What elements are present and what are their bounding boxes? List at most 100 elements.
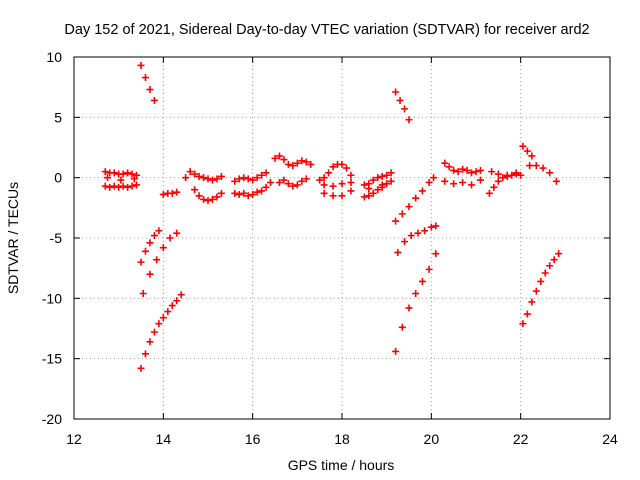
data-point	[119, 182, 127, 190]
data-point	[262, 183, 270, 191]
data-point	[195, 172, 203, 180]
data-point	[110, 169, 118, 177]
x-tick-label: 12	[66, 431, 82, 447]
data-point	[159, 191, 167, 199]
data-point	[418, 277, 426, 285]
data-point	[468, 169, 476, 177]
data-point	[369, 176, 377, 184]
data-point	[166, 234, 174, 242]
data-point	[488, 168, 496, 176]
data-point	[494, 170, 502, 178]
x-tick-label: 24	[602, 431, 618, 447]
data-point	[204, 175, 212, 183]
series-arc-12	[392, 88, 413, 124]
data-point	[320, 181, 328, 189]
data-point	[173, 229, 181, 237]
data-point	[213, 193, 221, 201]
data-point	[262, 169, 270, 177]
data-point	[240, 189, 248, 197]
data-point	[405, 203, 413, 211]
data-point	[374, 186, 382, 194]
data-point	[133, 181, 141, 189]
data-point	[476, 166, 484, 174]
data-point	[137, 258, 145, 266]
data-point	[338, 160, 346, 168]
data-point	[146, 338, 154, 346]
data-point	[258, 171, 266, 179]
data-point	[289, 162, 297, 170]
data-point	[298, 177, 306, 185]
data-point	[164, 308, 172, 316]
data-point	[347, 178, 355, 186]
series-arc-13	[392, 174, 438, 225]
data-point	[537, 277, 545, 285]
y-tick-label: -20	[42, 411, 62, 427]
data-point	[200, 174, 208, 182]
data-point	[200, 195, 208, 203]
data-point	[280, 176, 288, 184]
data-point	[271, 154, 279, 162]
data-point	[546, 262, 554, 270]
data-point	[186, 168, 194, 176]
data-point	[347, 171, 355, 179]
data-point	[398, 323, 406, 331]
data-point	[101, 182, 109, 190]
data-point	[418, 187, 426, 195]
data-point	[284, 180, 292, 188]
data-point	[342, 164, 350, 172]
data-point	[141, 350, 149, 358]
data-point	[146, 270, 154, 278]
data-point	[146, 239, 154, 247]
x-axis-label: GPS time / hours	[288, 457, 395, 473]
data-point	[347, 187, 355, 195]
data-point	[115, 183, 123, 191]
data-point	[302, 158, 310, 166]
data-point	[407, 232, 415, 240]
data-point	[517, 171, 525, 179]
y-axis-label: SDTVAR / TECUs	[5, 182, 21, 294]
series-arc-3	[139, 229, 181, 298]
data-point	[405, 304, 413, 312]
data-point	[519, 142, 527, 150]
data-point	[195, 192, 203, 200]
data-point	[289, 182, 297, 190]
data-point	[159, 314, 167, 322]
x-tick-label: 20	[424, 431, 440, 447]
data-point	[124, 169, 132, 177]
data-point	[191, 170, 199, 178]
data-point	[253, 174, 261, 182]
data-point	[392, 88, 400, 96]
y-tick-label: -5	[50, 230, 63, 246]
data-point	[532, 287, 540, 295]
data-point	[325, 169, 333, 177]
data-point	[208, 176, 216, 184]
data-point	[378, 172, 386, 180]
series-arc-7	[182, 168, 225, 205]
data-point	[146, 86, 154, 94]
series-arc-11	[360, 169, 395, 201]
data-point	[320, 174, 328, 182]
series-arc-18	[519, 142, 536, 160]
data-point	[155, 227, 163, 235]
data-point	[421, 227, 429, 235]
data-point	[329, 163, 337, 171]
data-point	[394, 248, 402, 256]
data-point	[494, 177, 502, 185]
data-point	[387, 169, 395, 177]
data-point	[405, 116, 413, 124]
data-point	[338, 180, 346, 188]
series-arc-8	[231, 169, 275, 200]
data-point	[240, 174, 248, 182]
data-point	[552, 177, 560, 185]
data-point	[307, 160, 315, 168]
data-point	[369, 189, 377, 197]
data-point	[539, 164, 547, 172]
data-point	[546, 169, 554, 177]
data-point	[235, 191, 243, 199]
data-point	[137, 61, 145, 69]
data-point	[204, 197, 212, 205]
data-point	[244, 175, 252, 183]
data-point	[141, 247, 149, 255]
data-point	[485, 189, 493, 197]
